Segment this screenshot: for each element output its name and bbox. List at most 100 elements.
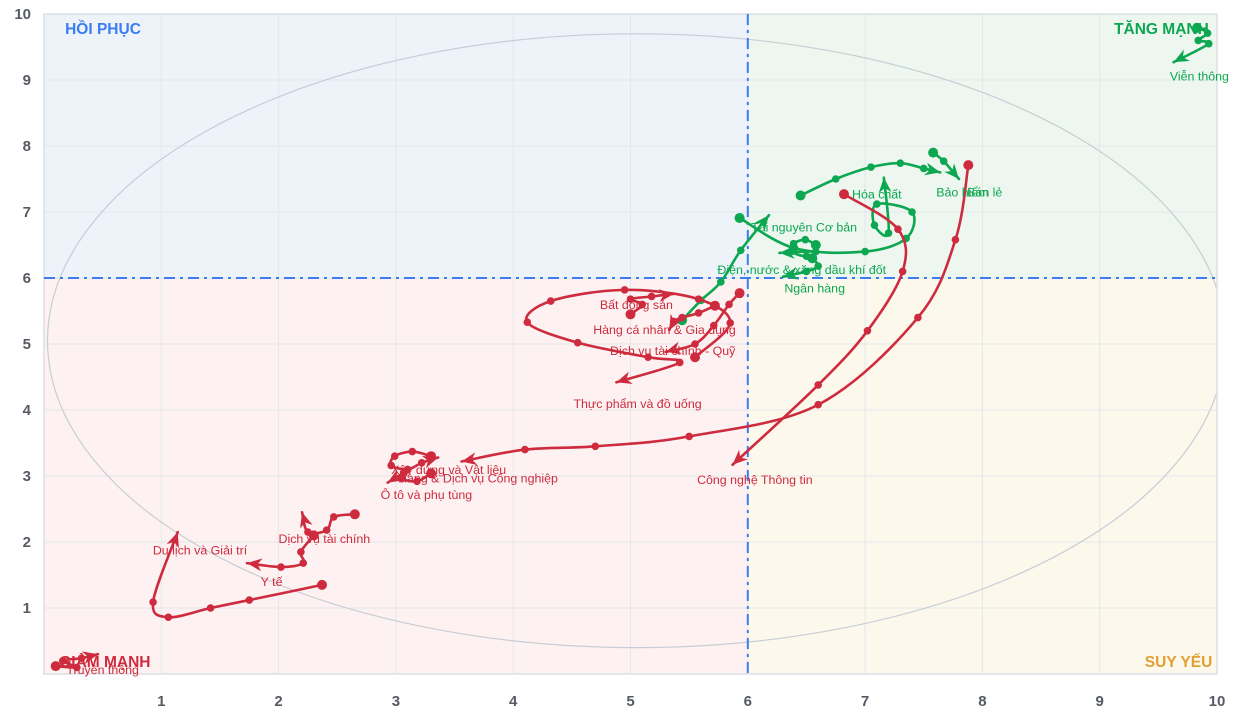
x-tick-3: 3 <box>392 693 400 710</box>
trail-arrowhead-icon <box>944 163 959 179</box>
sector-label-hoa-chat[interactable]: Hóa chất <box>852 188 902 202</box>
trail-ngan-hang[interactable] <box>781 253 822 283</box>
sector-label-truyen-thong[interactable]: Truyền thông <box>66 663 139 677</box>
trail-ban-le[interactable] <box>928 147 964 184</box>
trail-cong-nghe-thong-tin[interactable] <box>728 189 908 469</box>
quadrant-label-tang-manh: TĂNG MẠNH <box>1114 21 1209 38</box>
trail-dien-nuoc-xang-dau-khi-dot[interactable] <box>778 235 821 261</box>
trail-dot <box>725 300 733 309</box>
trail-dot <box>908 208 916 216</box>
sector-label-xay-dung-va-vat-lieu[interactable]: Xây dựng và Vật liệu <box>391 463 506 477</box>
trail-dot <box>789 239 798 248</box>
trail-dot <box>939 157 948 165</box>
trail-dot <box>1203 29 1212 37</box>
trail-dot <box>861 247 869 256</box>
trail-dot <box>814 400 822 409</box>
sector-label-dien-nuoc-xang-dau-khi-dot[interactable]: Điện, nước & xăng dầu khí đốt <box>717 263 886 277</box>
trail-dot <box>675 358 684 367</box>
trail-bao-hiem[interactable] <box>795 159 942 201</box>
sector-label-y-te[interactable]: Y tế <box>261 575 283 589</box>
trail-du-lich-va-giai-tri[interactable] <box>149 530 328 622</box>
sector-label-o-to-va-phu-tung[interactable]: Ô tô và phụ tùng <box>381 487 473 502</box>
y-tick-7: 7 <box>23 204 31 221</box>
trail-dot <box>546 297 555 305</box>
trail-dich-vu-tai-chinh-quy[interactable] <box>664 288 745 358</box>
trail-dot <box>164 613 173 622</box>
sector-label-cong-nghe-thong-tin[interactable]: Công nghệ Thông tin <box>697 473 813 487</box>
trail-dot <box>919 164 928 173</box>
trail-dot <box>299 559 308 567</box>
trail-arrowhead-icon <box>387 469 404 483</box>
sector-label-bao-hiem[interactable]: Bảo hiểm <box>936 186 988 200</box>
trail-dot <box>873 200 881 208</box>
trail-start-dot <box>349 509 360 520</box>
sector-label-dich-vu-tai-chinh-quy[interactable]: Dịch vụ tài chính - Quỹ <box>610 344 736 358</box>
trail-start-dot <box>317 579 328 590</box>
trail-start-dot <box>50 661 61 672</box>
trail-start-dot <box>625 309 636 320</box>
x-tick-10: 10 <box>1209 693 1226 710</box>
trail-dot <box>206 604 215 612</box>
quadrant-label-suy-yeu: SUY YẾU <box>1145 654 1213 671</box>
trail-truyen-thong[interactable] <box>50 648 100 672</box>
trail-y-te[interactable] <box>245 530 319 572</box>
y-tick-1: 1 <box>23 600 31 617</box>
trail-dot <box>894 225 902 233</box>
trail-dot <box>914 313 922 322</box>
sector-label-hang-ca-nhan-gia-dung[interactable]: Hàng cá nhân & Gia dụng <box>593 323 736 337</box>
sector-label-tai-nguyen-co-ban[interactable]: Tài nguyên Cơ bản <box>751 221 857 235</box>
trail-start-dot <box>928 147 939 158</box>
trail-dot <box>951 235 960 244</box>
trail-dot <box>896 159 905 167</box>
rotation-ellipse <box>47 33 1217 649</box>
y-tick-3: 3 <box>23 468 31 485</box>
y-tick-2: 2 <box>23 534 31 551</box>
trail-dot <box>694 309 703 317</box>
sector-label-thuc-pham-va-do-uong[interactable]: Thực phẩm và đồ uống <box>573 397 701 411</box>
trail-path <box>151 530 324 619</box>
trail-arrowhead-icon <box>166 532 179 549</box>
trail-dot <box>329 513 338 521</box>
trail-dot <box>726 319 735 327</box>
sector-label-dich-vu-tai-chinh[interactable]: Dịch vụ tài chính <box>279 532 371 546</box>
trail-xay-dung-va-vat-lieu[interactable] <box>387 447 440 474</box>
trail-path <box>781 256 820 278</box>
x-tick-5: 5 <box>626 693 634 710</box>
trail-arrowhead-icon <box>924 162 941 176</box>
trail-dot <box>647 292 656 301</box>
trail-start-dot <box>426 468 437 479</box>
x-tick-9: 9 <box>1096 693 1104 710</box>
trail-thuc-pham-va-do-uong[interactable] <box>523 286 735 388</box>
trail-start-dot <box>838 189 849 200</box>
trail-hang-dich-vu-cong-nghiep[interactable] <box>460 160 974 468</box>
trail-dot <box>814 262 822 270</box>
sector-label-hang-dich-vu-cong-nghiep[interactable]: Hàng & Dịch vụ Công nghiệp <box>398 471 558 485</box>
trail-vien-thong[interactable] <box>1171 22 1213 68</box>
trail-dot <box>245 596 254 604</box>
x-tick-8: 8 <box>978 693 986 710</box>
quadrant-label-hoi-phuc: HỒI PHỤC <box>65 20 141 38</box>
y-tick-6: 6 <box>23 270 31 287</box>
trail-dot <box>801 235 810 244</box>
trail-start-dot <box>795 190 806 201</box>
sector-label-ngan-hang[interactable]: Ngân hàng <box>784 281 845 295</box>
sector-label-vien-thong[interactable]: Viễn thông <box>1170 69 1229 84</box>
trail-bat-dong-san[interactable] <box>625 287 676 320</box>
trail-dot <box>870 221 879 229</box>
x-tick-2: 2 <box>274 693 282 710</box>
trail-o-to-va-phu-tung[interactable] <box>384 468 437 488</box>
trail-dot <box>387 461 396 470</box>
trail-dot <box>644 353 652 362</box>
sector-label-du-lich-va-giai-tri[interactable]: Du lịch và Giải trí <box>153 543 248 557</box>
sector-label-ban-le[interactable]: Bán lẻ <box>967 186 1002 200</box>
trail-dot <box>523 318 532 327</box>
trail-arrowhead-icon <box>878 177 892 194</box>
trail-dot <box>620 286 629 294</box>
trail-dot <box>408 447 417 456</box>
trail-dot <box>297 548 305 556</box>
trail-start-dot <box>807 253 818 264</box>
sector-label-bat-dong-san[interactable]: Bất động sản <box>600 298 673 312</box>
trail-dot <box>814 381 822 389</box>
trail-dot <box>400 468 408 477</box>
